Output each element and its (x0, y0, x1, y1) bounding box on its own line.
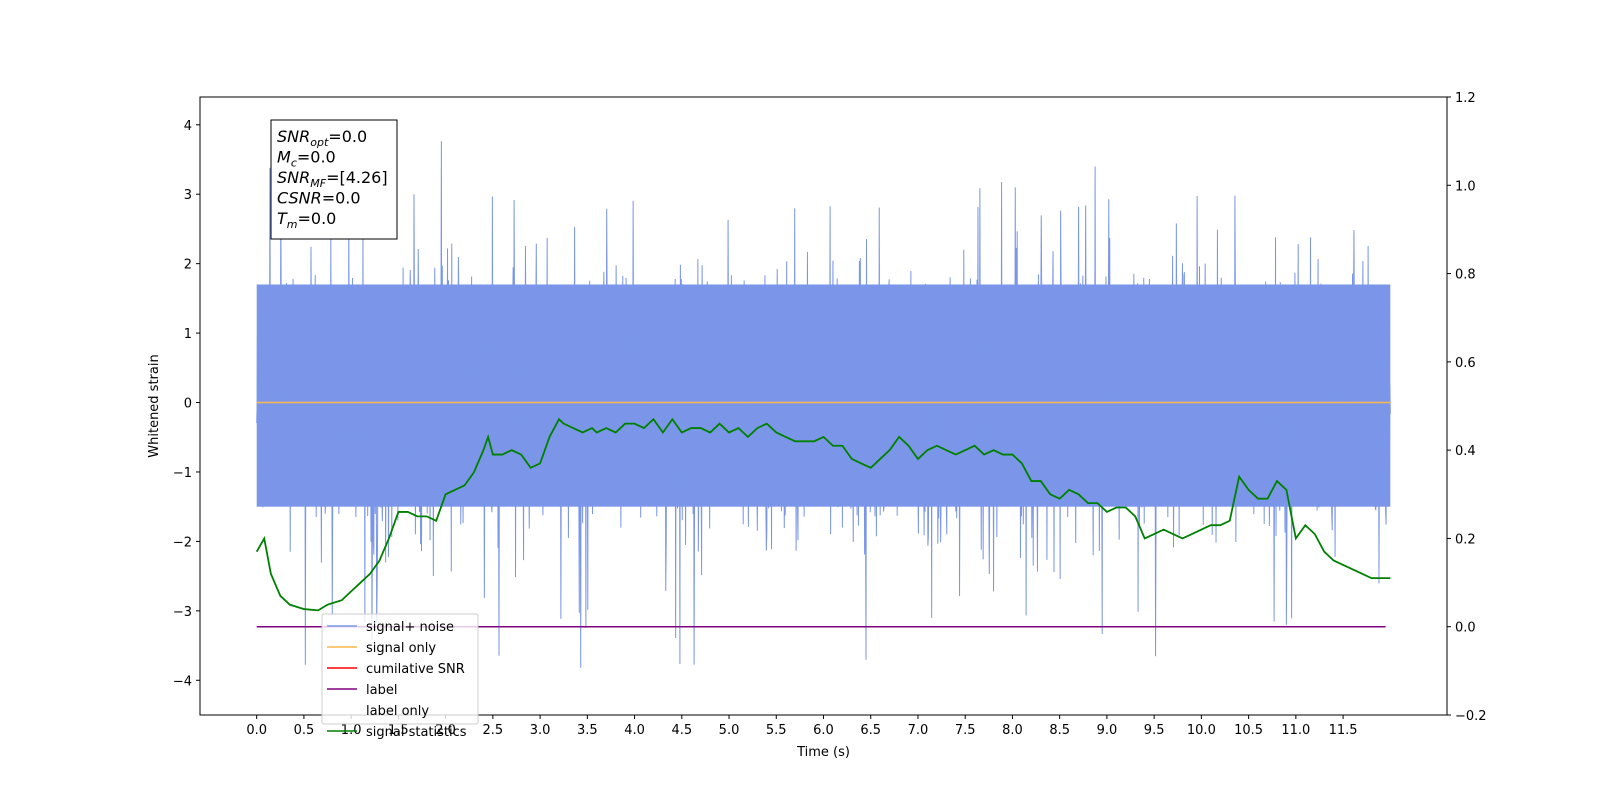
legend: signal+ noise signal only cumilative SNR la… (321, 613, 479, 740)
x-tick-label: 3.5 (577, 723, 598, 738)
info-line: SNRopt=0.0 (277, 127, 367, 149)
y-left-tick-label: 4 (184, 119, 192, 134)
legend-label: signal+ noise (366, 620, 454, 635)
info-line: Mc=0.0 (277, 148, 336, 170)
x-tick-label: 6.5 (860, 723, 881, 738)
legend-item: label only (327, 704, 429, 719)
x-tick-label: 7.5 (955, 723, 976, 738)
y-right-tick-label: −0.2 (1455, 709, 1487, 724)
x-tick-label: 1.5 (388, 723, 409, 738)
x-tick-label: 7.0 (908, 723, 929, 738)
x-tick-label: 4.0 (624, 723, 645, 738)
legend-label: label only (366, 704, 429, 719)
y-axis-label: Whitened strain (147, 354, 162, 457)
info-box-frame (270, 119, 398, 240)
x-tick-label: 10.5 (1234, 723, 1263, 738)
legend-label: signal only (366, 641, 436, 656)
legend-item: label (327, 683, 397, 698)
info-line: SNRMF=[4.26] (277, 168, 388, 190)
x-tick-label: 5.5 (766, 723, 787, 738)
series-layer (255, 141, 1391, 668)
y-left-tick-label: 3 (184, 188, 192, 203)
x-tick-label: 11.5 (1329, 723, 1358, 738)
series-signal-statistics (255, 417, 1391, 612)
x-tick-label: 9.5 (1144, 723, 1165, 738)
info-line: Tm=0.0 (277, 209, 336, 231)
info-line: CSNR=0.0 (277, 189, 361, 208)
x-axis: 0.0 0.5 1.0 1.5 2.0 2.5 3.0 3.5 4.0 4.5 5.0 5.5 6.0 6… (246, 715, 1358, 738)
x-tick-label: 3.0 (530, 723, 551, 738)
series-signal-noise (256, 141, 1391, 668)
x-tick-label: 4.5 (671, 723, 692, 738)
y-right-tick-label: 0.6 (1455, 356, 1476, 371)
x-tick-label: 2.5 (483, 723, 504, 738)
x-tick-label: 8.5 (1049, 723, 1070, 738)
y-axis-left: 4 3 2 1 0 −1 −2 −3 −4 (173, 119, 200, 689)
y-left-tick-label: −2 (173, 535, 192, 550)
legend-item: signal statistics (327, 725, 467, 740)
legend-label: cumilative SNR (366, 662, 465, 677)
x-tick-label: 10.0 (1187, 723, 1216, 738)
y-axis-right: 1.2 1.0 0.8 0.6 0.4 0.2 0.0 −0.2 (1447, 91, 1487, 724)
x-tick-label: 6.0 (813, 723, 834, 738)
info-box: SNRopt=0.0Mc=0.0SNRMF=[4.26]CSNR=0.0Tm=0… (270, 119, 398, 240)
y-left-tick-label: 2 (184, 258, 192, 273)
x-tick-label: 8.0 (1002, 723, 1023, 738)
y-right-tick-label: 0.2 (1455, 532, 1476, 547)
legend-frame (321, 613, 479, 725)
legend-label: signal statistics (366, 725, 467, 740)
y-right-tick-label: 1.0 (1455, 179, 1476, 194)
legend-item: cumilative SNR (327, 662, 465, 677)
y-right-tick-label: 0.0 (1455, 621, 1476, 636)
legend-label: label (366, 683, 397, 698)
y-left-tick-label: −1 (173, 466, 192, 481)
y-left-tick-label: −4 (173, 674, 192, 689)
x-tick-label: 11.0 (1281, 723, 1310, 738)
x-tick-label: 9.0 (1097, 723, 1118, 738)
y-right-tick-label: 1.2 (1455, 91, 1476, 106)
y-right-tick-label: 0.4 (1455, 444, 1476, 459)
y-left-tick-label: 0 (184, 397, 192, 412)
y-right-tick-label: 0.8 (1455, 268, 1476, 283)
y-left-tick-label: −3 (173, 605, 192, 620)
x-axis-label: Time (s) (796, 745, 850, 760)
y-left-tick-label: 1 (184, 327, 192, 342)
x-tick-label: 5.0 (719, 723, 740, 738)
x-tick-label: 0.0 (246, 723, 267, 738)
legend-item: signal only (327, 641, 436, 656)
x-tick-label: 2.0 (435, 723, 456, 738)
legend-item: signal+ noise (327, 620, 454, 635)
x-tick-label: 0.5 (294, 723, 315, 738)
